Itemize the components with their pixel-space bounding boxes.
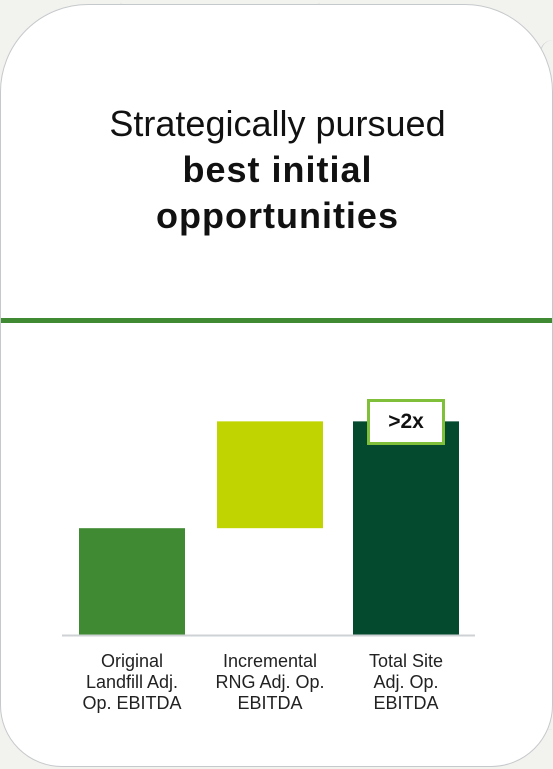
title-line: Strategically pursued: [109, 103, 446, 144]
x-tick-label: Original Landfill Adj. Op. EBITDA: [62, 651, 202, 714]
x-tick-label: Total Site Adj. Op. EBITDA: [336, 651, 476, 714]
x-tick-label: Incremental RNG Adj. Op. EBITDA: [200, 651, 340, 714]
x-tick-label-line: Original: [100, 651, 164, 671]
x-tick-label-line: Op. EBITDA: [82, 693, 182, 713]
x-tick-label-line: EBITDA: [237, 693, 303, 713]
x-tick-label-line: Landfill Adj.: [85, 672, 179, 692]
x-tick-label-line: EBITDA: [373, 693, 439, 713]
bar-2: [217, 421, 323, 529]
bar-1: [79, 528, 185, 635]
x-tick-label-line: Total Site: [368, 651, 444, 671]
x-tick-label-line: RNG Adj. Op.: [215, 672, 325, 692]
multiplier-badge: >2x: [367, 399, 445, 446]
title-bold-line: best initial opportunities: [156, 149, 399, 236]
content-card: Strategically pursued best initial oppor…: [0, 4, 553, 767]
x-tick-label-line: Incremental: [222, 651, 318, 671]
x-tick-label-line: Adj. Op.: [373, 672, 439, 692]
divider: [1, 318, 552, 323]
page-title: Strategically pursued best initial oppor…: [21, 101, 534, 239]
bar-3: [353, 421, 459, 635]
